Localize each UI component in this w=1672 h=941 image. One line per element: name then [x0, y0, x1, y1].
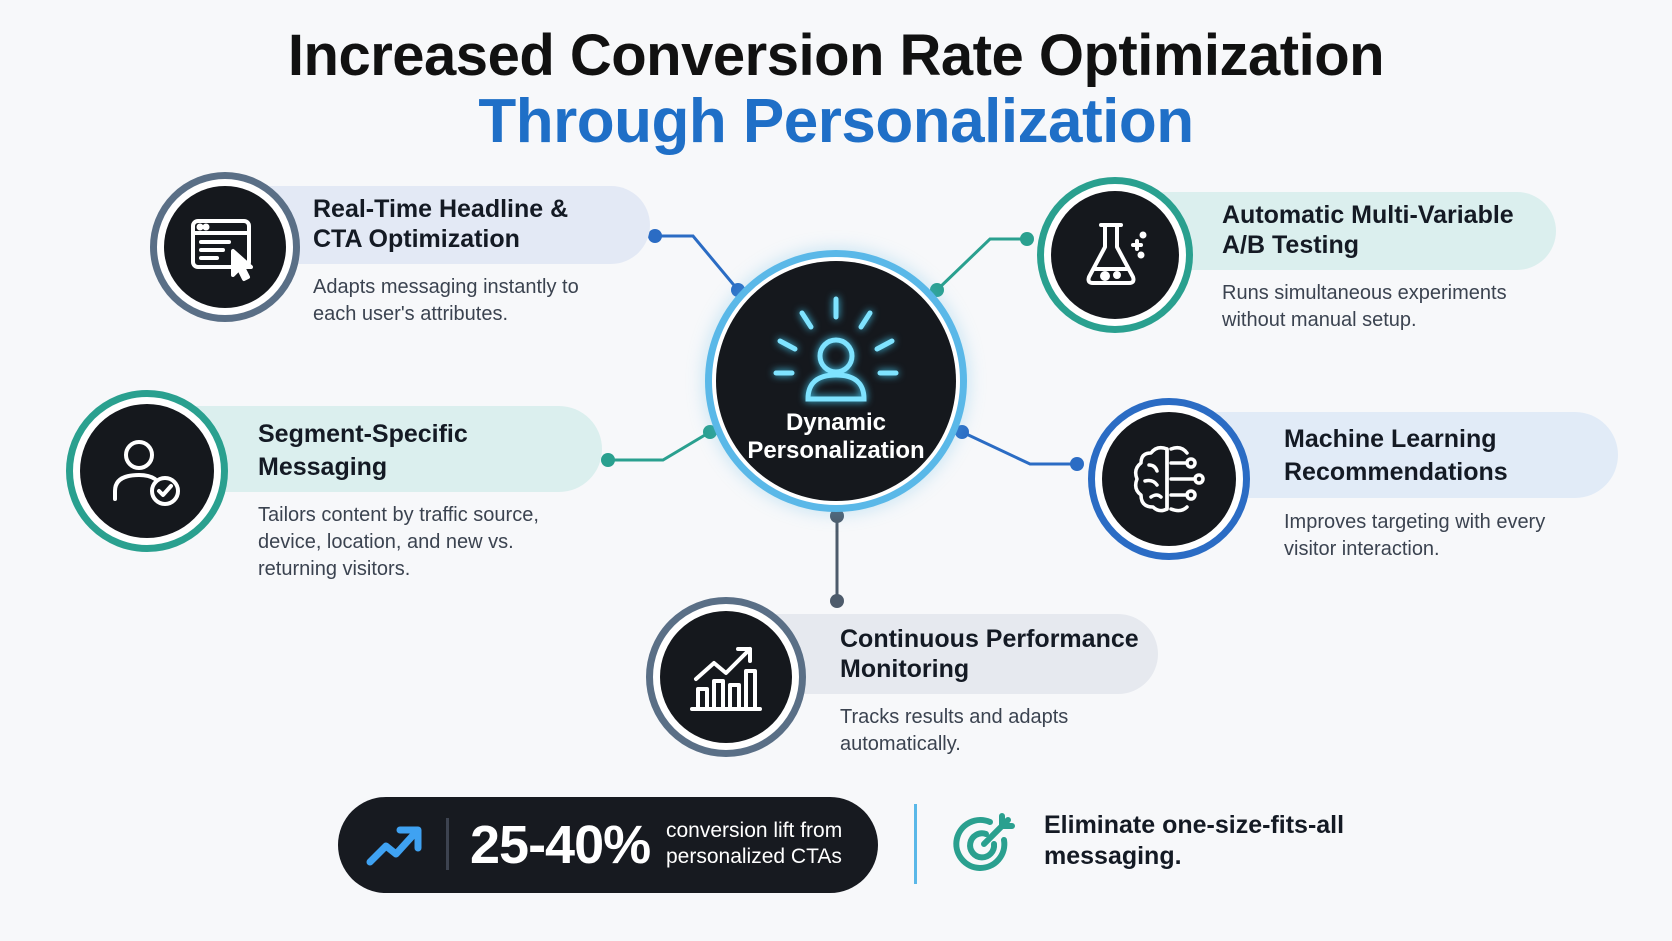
user-check-icon [113, 440, 180, 506]
feature-title: Automatic Multi-Variable A/B Testing [1222, 201, 1514, 259]
feature-title: Machine Learning Recommendations [1284, 425, 1508, 486]
feature-description: Adapts messaging instantly to each user'… [313, 276, 579, 325]
feature-icon-badge-ab [1037, 177, 1193, 333]
feature-title: Continuous Performance Monitoring [840, 625, 1139, 683]
hub-node: Dynamic Personalization [705, 250, 967, 512]
feature-description: Improves targeting with every visitor in… [1284, 511, 1546, 560]
feature-description: Runs simultaneous experiments without ma… [1222, 282, 1507, 331]
flask-icon [1086, 223, 1147, 285]
feature-title: Segment-Specific Messaging [258, 420, 468, 481]
feature-icon-badge-monitoring [646, 597, 806, 757]
growth-chart-icon [690, 647, 762, 711]
feature-description: Tailors content by traffic source, devic… [258, 504, 539, 580]
brain-circuit-icon [1133, 445, 1205, 513]
trend-up-icon [366, 826, 422, 866]
feature-description: Tracks results and adapts automatically. [840, 706, 1069, 755]
target-icon [953, 813, 1015, 871]
page-subtitle: Through Personalization [478, 87, 1194, 156]
feature-icon-badge-headline [150, 172, 300, 322]
page-title: Increased Conversion Rate Optimization [287, 23, 1385, 88]
feature-title: Real-Time Headline & CTA Optimization [313, 195, 569, 253]
stat-separator [446, 818, 449, 870]
feature-icon-badge-ml [1088, 398, 1250, 560]
hub-label: Dynamic Personalization [747, 409, 925, 464]
stat-value: 25-40% [470, 815, 651, 875]
user-radiating-icon [773, 296, 899, 402]
stat-caption: conversion lift from personalized CTAs [666, 819, 843, 868]
browser-cursor-icon [191, 219, 253, 281]
stat-pill [338, 797, 878, 893]
tagline: Eliminate one-size-fits-all messaging. [1044, 811, 1345, 870]
feature-icon-badge-segment [66, 390, 228, 552]
divider [914, 804, 917, 884]
feature-card-headline-cta [230, 186, 650, 264]
